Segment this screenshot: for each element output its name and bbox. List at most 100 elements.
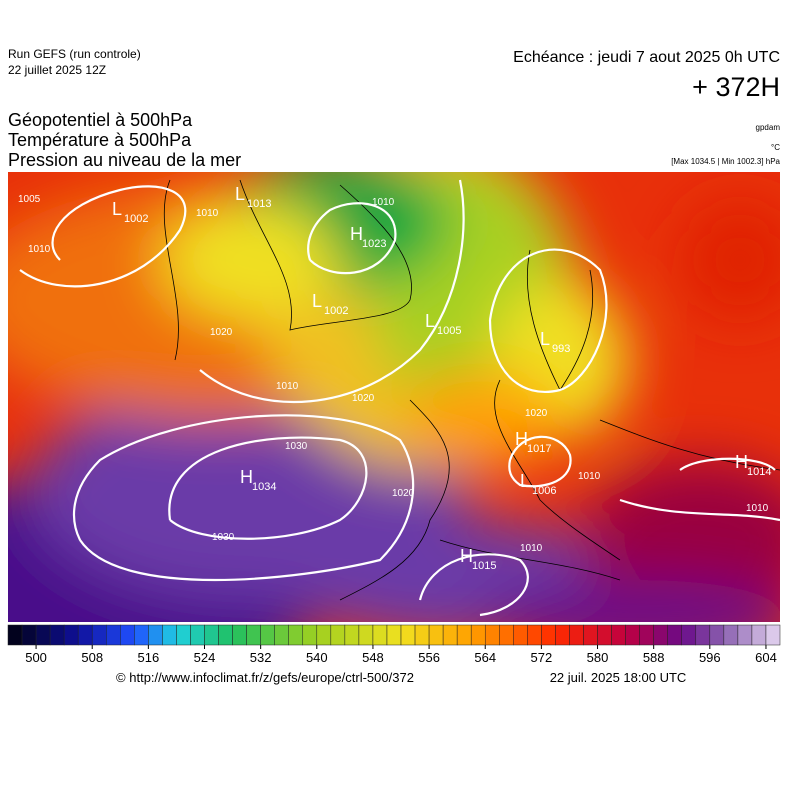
colorbar-swatch bbox=[162, 624, 177, 646]
center-value: 1034 bbox=[252, 481, 276, 493]
isobar-label: 1010 bbox=[520, 543, 543, 554]
colorbar-swatch bbox=[723, 624, 739, 646]
colorbar: 500 508 516 524 532 540 548 556 564 572 580 588 596 6… bbox=[7, 624, 781, 665]
colorbar-swatch bbox=[302, 624, 318, 646]
center-value: 1006 bbox=[532, 485, 556, 497]
temp-area bbox=[300, 172, 420, 250]
colorbar-swatch bbox=[386, 624, 402, 646]
colorbar-swatch bbox=[232, 624, 247, 646]
colorbar-swatch bbox=[35, 624, 51, 646]
isobar-label: 1010 bbox=[372, 197, 395, 208]
colorbar-swatch bbox=[639, 624, 654, 646]
isobar-label: 1010 bbox=[28, 244, 51, 255]
center-letter: L bbox=[312, 291, 322, 311]
colorbar-swatch bbox=[274, 624, 289, 646]
colorbar-swatch bbox=[134, 624, 149, 646]
center-letter: L bbox=[425, 311, 435, 331]
temp-area bbox=[480, 580, 780, 622]
center-value: 1014 bbox=[747, 466, 771, 478]
colorbar-tick-label: 532 bbox=[250, 650, 272, 665]
colorbar-swatch bbox=[91, 624, 107, 646]
center-value: 1005 bbox=[437, 325, 461, 337]
colorbar-swatch bbox=[190, 624, 205, 646]
colorbar-tick-label: 604 bbox=[755, 650, 777, 665]
colorbar-swatch bbox=[428, 624, 444, 646]
colorbar-swatch bbox=[7, 624, 23, 646]
colorbar-tick-label: 524 bbox=[194, 650, 216, 665]
center-value: 1013 bbox=[247, 198, 271, 210]
colorbar-swatch bbox=[583, 624, 598, 646]
center-letter: L bbox=[540, 329, 550, 349]
colorbar-swatch bbox=[611, 624, 626, 646]
center-letter: H bbox=[735, 452, 748, 472]
colorbar-tick-label: 564 bbox=[474, 650, 496, 665]
temp-area bbox=[400, 370, 560, 470]
isobar-label: 1010 bbox=[578, 471, 601, 482]
isobar-label: 1020 bbox=[392, 488, 415, 499]
colorbar-swatch bbox=[765, 624, 781, 646]
colorbar-swatch bbox=[148, 624, 163, 646]
isobar-label: 1020 bbox=[525, 408, 548, 419]
legend-line: Géopotentiel à 500hPa bbox=[8, 110, 193, 130]
colorbar-swatch bbox=[695, 624, 711, 646]
colorbar-swatch bbox=[106, 624, 121, 646]
colorbar-swatch bbox=[49, 624, 65, 646]
center-letter: L bbox=[520, 471, 530, 491]
colorbar-swatch bbox=[527, 624, 542, 646]
source-url: © http://www.infoclimat.fr/z/gefs/europe… bbox=[116, 670, 414, 685]
colorbar-swatch bbox=[484, 624, 500, 646]
lead-time: + 372H bbox=[692, 72, 780, 102]
colorbar-tick-label: 508 bbox=[81, 650, 103, 665]
isobar-label: 1005 bbox=[18, 194, 41, 205]
isobar-label: 1010 bbox=[746, 503, 769, 514]
temp-area bbox=[580, 460, 780, 620]
colorbar-swatch bbox=[218, 624, 233, 646]
colorbar-tick-label: 580 bbox=[587, 650, 609, 665]
echeance: Echéance : jeudi 7 aout 2025 0h UTC bbox=[513, 49, 780, 66]
colorbar-tick-label: 540 bbox=[306, 650, 328, 665]
colorbar-swatch bbox=[737, 624, 753, 646]
isobar-label: 1020 bbox=[352, 393, 375, 404]
colorbar-swatch bbox=[204, 624, 219, 646]
colorbar-swatch bbox=[120, 624, 135, 646]
isobar-label: 1030 bbox=[285, 441, 308, 452]
colorbar-tick-label: 516 bbox=[138, 650, 160, 665]
center-value: 993 bbox=[552, 343, 570, 355]
isobar-label: 1010 bbox=[276, 381, 299, 392]
temp-area bbox=[680, 200, 780, 320]
center-letter: H bbox=[240, 467, 253, 487]
colorbar-swatch bbox=[246, 624, 261, 646]
colorbar-swatch bbox=[470, 624, 486, 646]
colorbar-swatch bbox=[330, 624, 346, 646]
colorbar-tick-label: 548 bbox=[362, 650, 384, 665]
temp-area bbox=[160, 200, 340, 320]
isobars bbox=[19, 179, 780, 617]
center-value: 1017 bbox=[527, 443, 551, 455]
colorbar-swatch bbox=[442, 624, 458, 646]
colorbar-tick-label: 556 bbox=[418, 650, 440, 665]
colorbar-swatch bbox=[414, 624, 430, 646]
center-letter: H bbox=[350, 224, 363, 244]
isobar-label: 1010 bbox=[196, 208, 219, 219]
center-letter: L bbox=[235, 184, 245, 204]
issue-date: 22 juil. 2025 18:00 UTC bbox=[550, 670, 687, 685]
colorbar-tick-label: 588 bbox=[643, 650, 665, 665]
colorbar-tick-label: 572 bbox=[531, 650, 553, 665]
colorbar-tick-label: 596 bbox=[699, 650, 721, 665]
colorbar-swatch bbox=[358, 624, 374, 646]
isobar-label: 1020 bbox=[210, 327, 233, 338]
colorbar-swatch bbox=[260, 624, 275, 646]
center-letter: L bbox=[112, 199, 122, 219]
unit: °C bbox=[771, 143, 780, 152]
colorbar-swatch bbox=[21, 624, 37, 646]
colorbar-swatch bbox=[513, 624, 528, 646]
colorbar-swatch bbox=[344, 624, 360, 646]
colorbar-swatch bbox=[555, 624, 570, 646]
pressure-range: [Max 1034.5 | Min 1002.3] hPa bbox=[671, 157, 780, 166]
unit: gpdam bbox=[756, 123, 781, 132]
colorbar-swatch bbox=[681, 624, 697, 646]
colorbar-swatch bbox=[653, 624, 668, 646]
colorbar-swatch bbox=[288, 624, 304, 646]
